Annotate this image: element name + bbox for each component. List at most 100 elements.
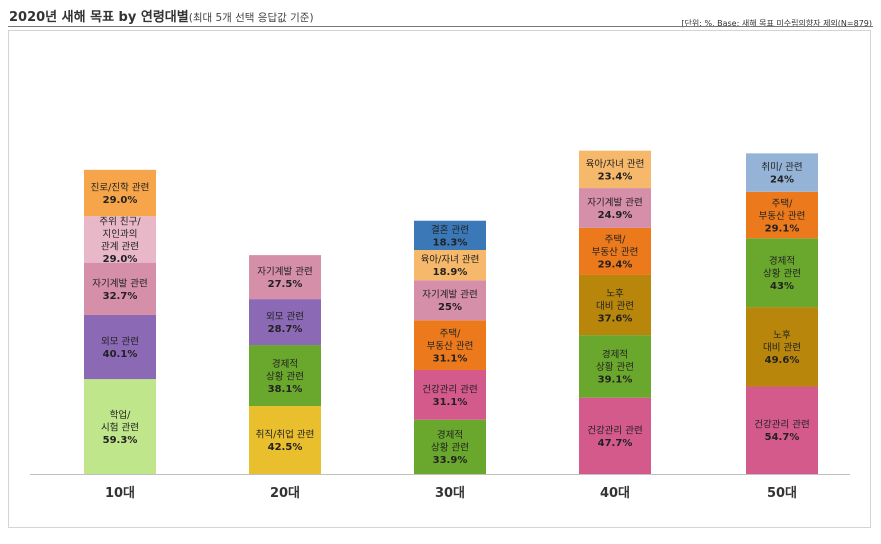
segment-value-label: 32.7% [103, 291, 138, 302]
segment-label: 노후 [773, 330, 791, 341]
bar-segment [249, 255, 321, 300]
segment-label: 주택/ [605, 235, 626, 246]
bar-segment [414, 320, 486, 370]
segment-value-label: 28.7% [268, 324, 303, 335]
category-tick-label: 30대 [435, 486, 465, 501]
segment-value-label: 40.1% [103, 349, 138, 360]
segment-value-label: 18.3% [433, 237, 468, 248]
bar-segment [414, 419, 486, 474]
bar-segment [746, 153, 818, 192]
segment-value-label: 29.1% [765, 223, 800, 234]
segment-label: 관계 관련 [101, 240, 139, 252]
segment-value-label: 25% [438, 302, 462, 313]
segment-value-label: 43% [770, 281, 794, 292]
segment-label: 상황 관련 [266, 371, 304, 382]
chart-frame [8, 30, 871, 528]
segment-label: 부동산 관련 [427, 341, 474, 352]
segment-label: 주택/ [772, 198, 793, 209]
bar-segment [579, 227, 651, 275]
category-tick-label: 10대 [105, 486, 135, 501]
segment-value-label: 24.9% [598, 210, 633, 221]
segment-label: 경제적 [437, 429, 463, 441]
segment-value-label: 59.3% [103, 435, 138, 446]
bar-segment [84, 379, 156, 474]
bar-segment [84, 169, 156, 217]
segment-label: 자기계발 관련 [257, 266, 312, 278]
segment-label: 자기계발 관련 [422, 289, 477, 301]
segment-value-label: 29.0% [103, 195, 138, 206]
bar-segment [84, 216, 156, 263]
bar-segment [746, 386, 818, 474]
segment-value-label: 29.4% [598, 260, 633, 271]
bar-segment [414, 220, 486, 250]
segment-value-label: 18.9% [433, 267, 468, 278]
segment-value-label: 54.7% [765, 432, 800, 443]
segment-label: 주위 친구/ [99, 215, 141, 227]
segment-label: 육아/자녀 관련 [421, 255, 480, 266]
bar-segment [414, 280, 486, 321]
segment-label: 부동산 관련 [759, 211, 806, 222]
category-tick-label: 50대 [767, 486, 797, 501]
segment-value-label: 37.6% [598, 313, 633, 324]
segment-label: 학업/ [110, 409, 131, 421]
segment-label: 취미/ 관련 [761, 162, 802, 173]
segment-label: 시험 관련 [101, 422, 139, 433]
segment-label: 외모 관련 [101, 336, 139, 348]
segment-label: 경제적 [769, 255, 795, 267]
segment-value-label: 23.4% [598, 171, 633, 182]
bar-segment [579, 188, 651, 228]
category-tick-label: 20대 [270, 486, 300, 501]
bar-segment [84, 262, 156, 315]
bar-segment [414, 370, 486, 420]
category-tick-label: 40대 [600, 486, 630, 501]
bar-segment [249, 345, 321, 406]
segment-label: 자기계발 관련 [92, 277, 147, 289]
chart-title: 2020년 새해 목표 by 연령대별(최대 5개 선택 응답값 기준) [9, 6, 314, 25]
bar-segment [746, 191, 818, 239]
segment-value-label: 31.1% [433, 353, 468, 364]
segment-value-label: 33.9% [433, 455, 468, 466]
segment-label: 건강관리 관련 [422, 384, 477, 395]
bar-segment [579, 335, 651, 398]
segment-label: 육아/자녀 관련 [586, 159, 645, 170]
segment-label: 부동산 관련 [592, 247, 639, 258]
segment-label: 건강관리 관련 [754, 420, 809, 431]
bar-segment [579, 274, 651, 336]
bar-segment [249, 406, 321, 474]
segment-value-label: 29.0% [103, 254, 138, 265]
bar-segment [746, 307, 818, 387]
bar-segment [579, 397, 651, 474]
segment-label: 대비 관련 [763, 343, 801, 354]
segment-label: 지인과의 [103, 229, 138, 240]
bar-segment [414, 250, 486, 281]
segment-label: 상황 관련 [596, 362, 634, 373]
segment-label: 대비 관련 [596, 301, 634, 312]
segment-value-label: 42.5% [268, 442, 303, 453]
segment-label: 자기계발 관련 [587, 197, 642, 209]
segment-label: 상황 관련 [431, 443, 469, 454]
segment-label: 주택/ [440, 328, 461, 339]
segment-label: 경제적 [602, 349, 628, 361]
segment-value-label: 38.1% [268, 384, 303, 395]
chart-title-sub: (최대 5개 선택 응답값 기준) [188, 12, 314, 24]
bar-segment [579, 150, 651, 189]
segment-label: 외모 관련 [266, 311, 304, 323]
segment-label: 결혼 관련 [431, 224, 469, 236]
segment-label: 건강관리 관련 [587, 425, 642, 436]
unit-base-note: [단위: %, Base: 새해 목표 미수립의향자 제외(N=879) [681, 19, 872, 28]
segment-value-label: 47.7% [598, 438, 633, 449]
chart-title-main: 2020년 새해 목표 by 연령대별 [9, 10, 189, 25]
segment-value-label: 24% [770, 175, 794, 186]
segment-label: 노후 [606, 288, 624, 299]
title-divider [8, 26, 873, 27]
segment-value-label: 39.1% [598, 375, 633, 386]
segment-label: 진로/진학 관련 [91, 183, 150, 194]
segment-value-label: 49.6% [765, 355, 800, 366]
bar-segment [746, 238, 818, 308]
segment-label: 취직/취업 관련 [256, 429, 315, 441]
segment-value-label: 27.5% [268, 279, 303, 290]
bar-segment [84, 314, 156, 380]
segment-label: 경제적 [272, 358, 298, 370]
bar-segment [249, 299, 321, 346]
